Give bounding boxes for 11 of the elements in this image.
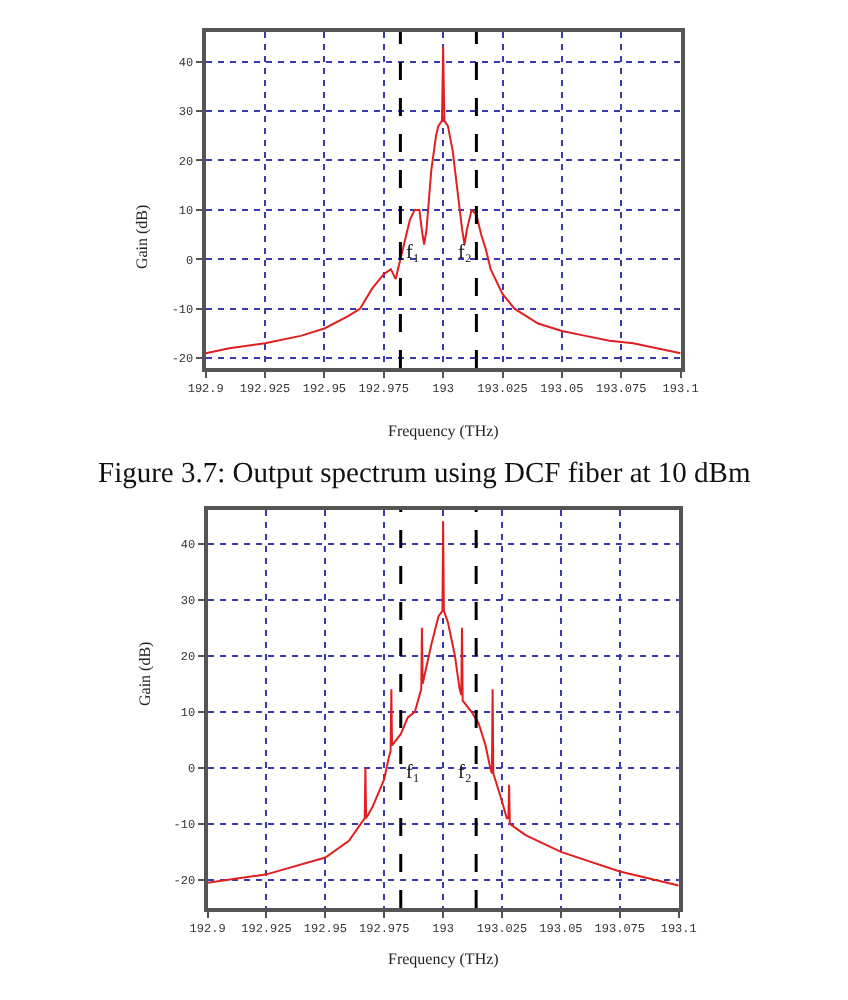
x-axis-title: Frequency (THz) xyxy=(388,422,500,440)
x-axis-title: Frequency (THz) xyxy=(388,950,500,968)
line-series xyxy=(207,520,679,887)
ref-line-label: f₂ xyxy=(458,242,472,264)
ref-line-label: f₁ xyxy=(406,762,420,784)
ref-line-label: f₂ xyxy=(458,762,472,784)
y-axis-title: Gain (dB) xyxy=(135,640,154,706)
line-series xyxy=(205,45,681,355)
y-axis-title: Gain (dB) xyxy=(133,203,152,270)
text: Figure 3.7: Output spectrum using DCF fiber at 10 dBm xyxy=(98,458,752,490)
ref-line-label: f₁ xyxy=(406,242,420,264)
